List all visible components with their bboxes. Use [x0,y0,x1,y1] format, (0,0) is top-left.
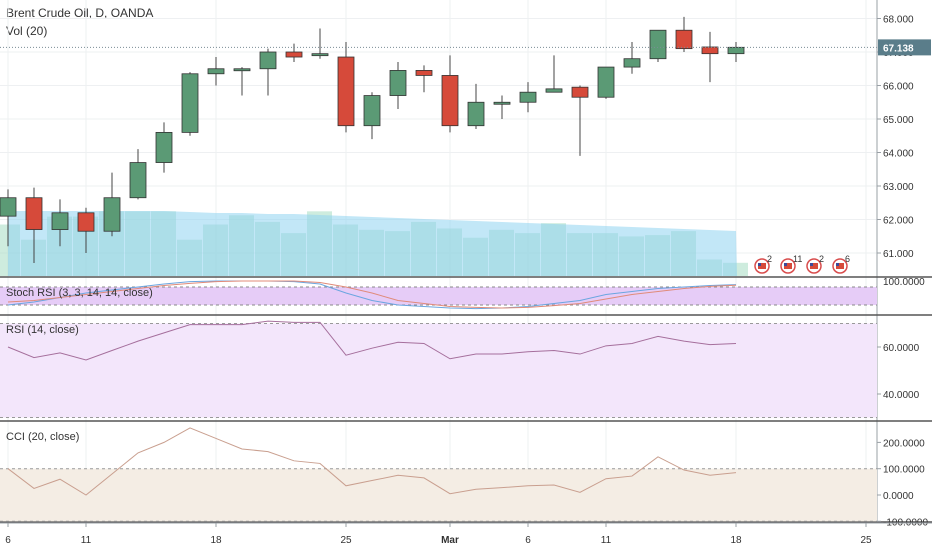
volume-ma-area [8,211,737,276]
current-price-label: 67.138 [883,43,914,54]
candle-body [51,212,69,230]
candle-body [727,46,745,55]
volume-label: Vol (20) [6,24,48,38]
time-tick-label: 6 [5,535,11,546]
cci-title: CCI (20, close) [6,431,79,443]
cci-tick-label: 100.0000 [883,465,925,476]
rsi-tick-label: 60.0000 [883,343,920,354]
time-tick-label: 25 [340,535,352,546]
price-tick-label: 66.000 [883,82,914,93]
candle-body [441,75,459,127]
candle-body [649,29,667,60]
event-flag-canton [784,263,787,266]
candle-body [545,88,563,93]
candle-body [233,68,251,72]
chart-title: Brent Crude Oil, D, OANDA [6,6,154,20]
candle-body [311,53,329,57]
stoch-title: Stoch RSI (3, 3, 14, 14, close) [6,287,153,299]
time-tick-label: Mar [441,535,459,546]
rsi-band [0,323,877,418]
price-axis-bg [877,0,932,550]
rsi-series-line [7,320,737,361]
event-flag-fill [758,263,766,269]
event-flag-canton [758,263,761,266]
candle-body [519,91,537,103]
current-price-tag [878,39,931,56]
price-tick-label: 62.000 [883,216,914,227]
event-flag-fill [810,263,818,269]
event-flag-fill [836,263,844,269]
candle-body [363,95,381,127]
event-flag-fill [784,263,792,269]
candle-body [675,29,693,50]
candle-body [597,66,615,98]
event-count: 2 [767,254,772,264]
candle-body [129,162,147,199]
rsi-tick-label: 40.0000 [883,390,920,401]
price-tick-label: 65.000 [883,115,914,126]
candle-body [389,70,407,96]
cci-tick-label: 0.0000 [883,491,914,502]
time-tick-label: 6 [525,535,531,546]
candle-body [701,46,719,55]
cci-tick-label: 200.0000 [883,438,925,449]
stoch-series-line [7,280,737,310]
time-tick-label: 11 [81,535,92,546]
time-tick-label: 18 [730,535,742,546]
stoch-tick-label: 100.0000 [883,277,925,288]
candle-body [571,86,589,98]
candle-body [207,68,225,75]
candle-body [103,197,121,232]
candle-body [493,101,511,105]
event-flag-canton [836,263,839,266]
candle-body [0,197,17,217]
candle-body [155,131,173,163]
time-tick-label: 18 [210,535,222,546]
price-tick-label: 68.000 [883,15,914,26]
stoch-series-line [7,280,737,309]
price-tick-label: 63.000 [883,182,914,193]
time-tick-label: 11 [601,535,612,546]
price-tick-label: 61.000 [883,249,914,260]
candle-body [259,51,277,70]
candle-body [467,101,485,127]
candle-body [415,70,433,76]
price-tick-label: 64.000 [883,149,914,160]
candle-body [181,73,199,133]
event-count: 2 [819,254,824,264]
event-count: 6 [845,254,850,264]
cci-series-line [7,427,737,496]
time-tick-label: 25 [860,535,872,546]
candle-body [285,51,303,58]
candle-body [623,58,641,68]
event-count: 11 [793,254,802,264]
rsi-title: RSI (14, close) [6,324,79,336]
cci-band [0,468,877,522]
candle-body [337,56,355,127]
event-flag-canton [810,263,813,266]
candle-body [25,197,43,230]
candle-body [77,212,95,232]
